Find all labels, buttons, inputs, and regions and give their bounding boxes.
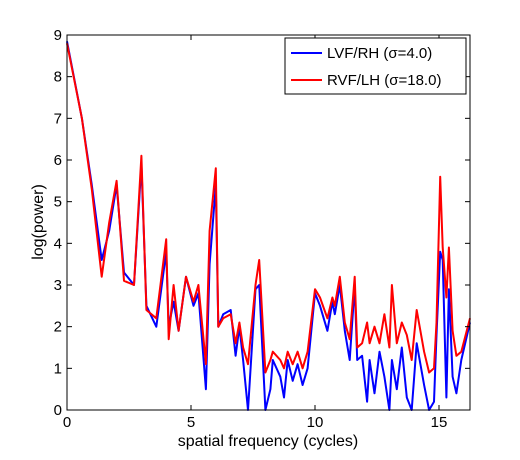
y-tick-label: 3 <box>54 277 62 294</box>
x-tick-label: 5 <box>187 414 195 431</box>
y-tick-label: 7 <box>54 110 62 127</box>
y-tick-label: 4 <box>54 235 62 252</box>
legend-label-lvf-rh: LVF/RH (σ=4.0) <box>327 45 432 62</box>
legend-label-rvf-lh: RVF/LH (σ=18.0) <box>327 72 441 89</box>
y-tick-label: 1 <box>54 360 62 377</box>
y-axis-label: log(power) <box>30 184 47 260</box>
y-tick-label: 9 <box>54 27 62 44</box>
x-axis-label: spatial frequency (cycles) <box>178 433 359 450</box>
x-tick-label: 10 <box>307 414 324 431</box>
y-tick-label: 5 <box>54 194 62 211</box>
y-tick-label: 6 <box>54 152 62 169</box>
legend: LVF/RH (σ=4.0) RVF/LH (σ=18.0) <box>285 38 466 94</box>
y-tick-label: 2 <box>54 319 62 336</box>
y-tick-label: 8 <box>54 69 62 86</box>
x-tick-label: 0 <box>63 414 71 431</box>
y-tick-label: 0 <box>54 402 62 419</box>
x-tick-label: 15 <box>431 414 448 431</box>
